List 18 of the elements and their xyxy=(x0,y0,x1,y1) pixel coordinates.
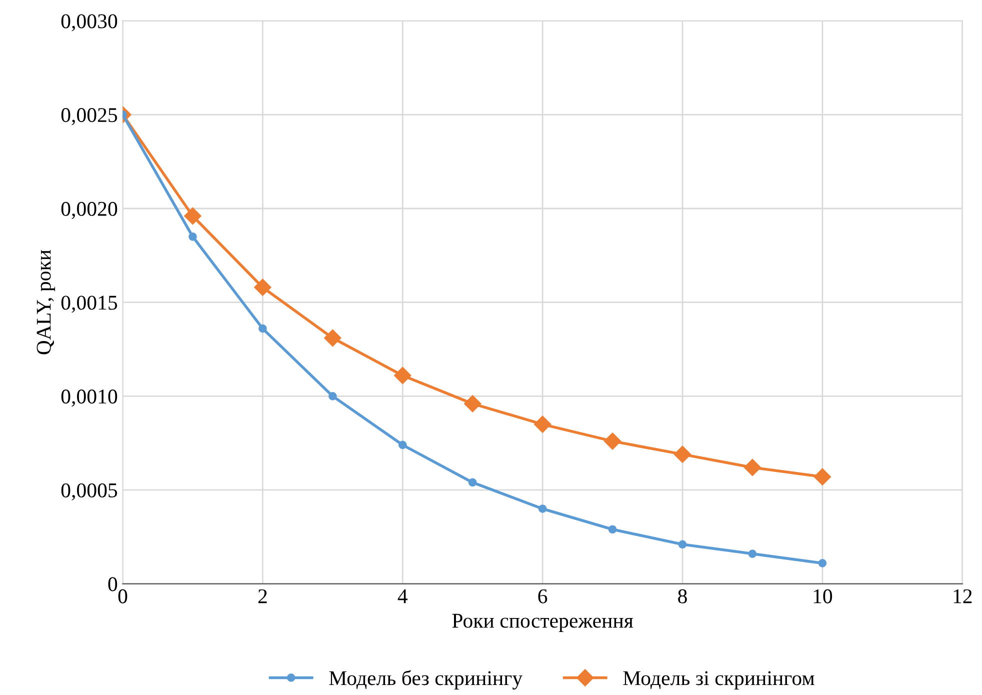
legend-label: Модель зі скринінгом xyxy=(623,671,814,690)
y-axis-title: QALY, роки xyxy=(36,250,56,354)
x-tick-label: 0 xyxy=(118,589,128,604)
y-tick-label: 0,0010 xyxy=(61,390,118,407)
y-tick-label: 0,0025 xyxy=(61,108,118,126)
x-axis-title: Роки спостереження xyxy=(452,614,634,632)
y-tick-label: 0,0030 xyxy=(61,14,118,32)
legend-label: Модель без скринінгу xyxy=(329,670,523,690)
x-tick-label: 6 xyxy=(538,589,548,604)
x-tick-label: 8 xyxy=(678,589,687,604)
x-tick-label: 2 xyxy=(258,589,267,604)
y-tick-label: 0 xyxy=(108,577,118,592)
y-tick-label: 0,0005 xyxy=(61,483,118,500)
x-tick-label: 12 xyxy=(954,589,972,604)
x-tick-label: 10 xyxy=(814,589,832,604)
y-tick-label: 0,0015 xyxy=(61,296,118,313)
x-tick-label: 4 xyxy=(398,589,408,604)
y-tick-label: 0,0020 xyxy=(61,202,118,219)
